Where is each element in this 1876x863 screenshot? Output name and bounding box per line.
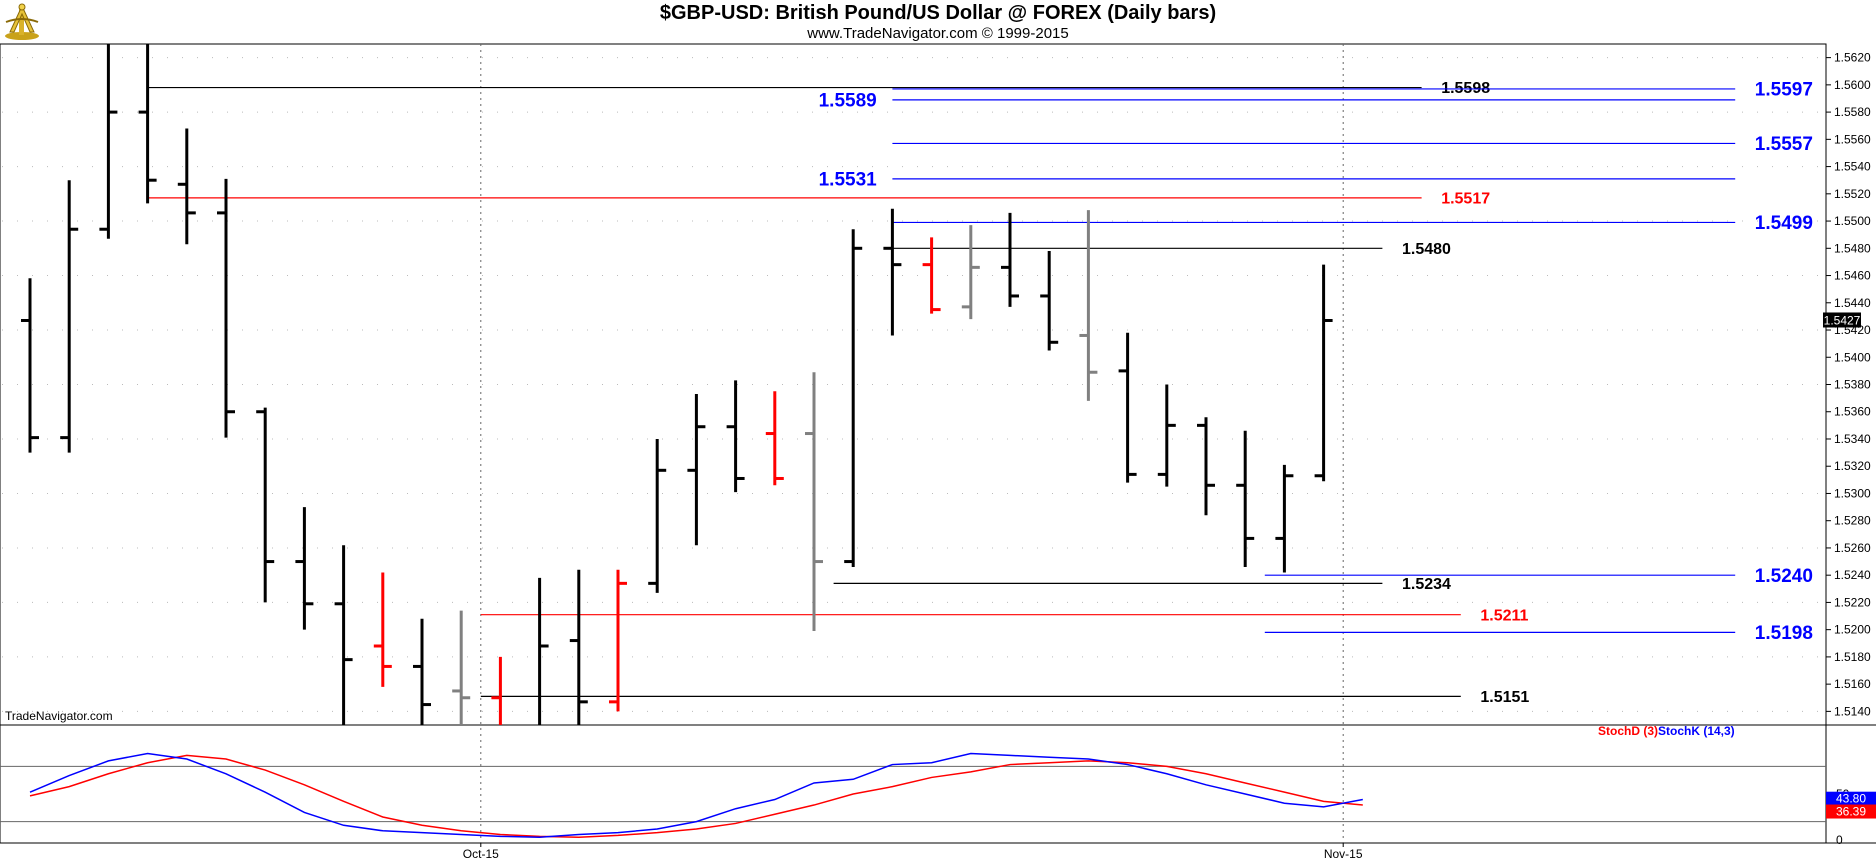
chart-title: $GBP-USD: British Pound/US Dollar @ FORE…: [659, 2, 1217, 24]
price-tick-label: 1.5180: [1834, 650, 1871, 664]
ohlc-bar: [726, 380, 745, 493]
level-label-1.5517: 1.5517: [1441, 191, 1490, 208]
ohlc-bar: [452, 610, 471, 725]
level-label-1.5480: 1.5480: [1402, 241, 1451, 258]
price-tick-label: 1.5200: [1834, 623, 1871, 637]
price-tick-label: 1.5140: [1834, 704, 1871, 718]
chart-header: $GBP-USD: British Pound/US Dollar @ FORE…: [0, 0, 1876, 44]
ohlc-bar: [961, 225, 980, 320]
stoch-series-line: [29, 754, 1363, 838]
price-tick-label: 1.5380: [1834, 378, 1871, 392]
watermark: TradeNavigator.com: [5, 709, 113, 723]
stoch-k-value-label: 43.80: [1836, 792, 1866, 806]
price-tick-label: 1.5480: [1834, 241, 1871, 255]
date-tick-label: Nov-15: [1324, 847, 1363, 861]
ohlc-bar: [922, 237, 941, 314]
ohlc-bar: [60, 180, 79, 453]
level-label-1.5198: 1.5198: [1755, 623, 1813, 644]
ohlc-bar: [256, 407, 275, 603]
stoch-d-legend: StochD (3): [1598, 724, 1658, 738]
chart-frame: [0, 43, 1876, 844]
ohlc-bar: [1314, 264, 1333, 482]
stoch-k-legend: StochK (14,3): [1658, 724, 1735, 738]
plot-border: [0, 43, 1827, 844]
ohlc-bar: [217, 178, 235, 438]
ohlc-bar: [334, 545, 353, 725]
price-bars: [21, 44, 1333, 725]
ohlc-bar: [765, 391, 784, 486]
price-tick-label: 1.5320: [1834, 459, 1871, 473]
ohlc-bar: [687, 394, 706, 546]
level-label-1.5557: 1.5557: [1755, 134, 1813, 155]
stoch-k-value-tag: 43.80: [1826, 791, 1876, 806]
level-label-1.5499: 1.5499: [1755, 213, 1813, 234]
ohlc-bar: [1118, 332, 1137, 483]
price-tick-label: 1.5620: [1834, 51, 1871, 65]
chart-subtitle: www.TradeNavigator.com © 1999-2015: [807, 25, 1069, 42]
ohlc-bar: [1001, 212, 1019, 307]
last-price-label: 1.5427: [1824, 313, 1861, 327]
stoch-k-value-box: [1826, 791, 1876, 806]
price-grid: [2, 44, 1824, 843]
ohlc-bar: [1079, 210, 1098, 401]
ohlc-bar: [609, 569, 627, 712]
ohlc-bar: [1236, 430, 1255, 568]
price-tick-label: 1.5440: [1834, 296, 1871, 310]
ohlc-bar: [21, 278, 39, 453]
price-tick-label: 1.5260: [1834, 541, 1871, 555]
last-price-tag: 1.5427: [1823, 312, 1861, 328]
price-tick-label: 1.5520: [1834, 187, 1871, 201]
price-tick-label: 1.5300: [1834, 486, 1871, 500]
date-tick-label: Oct-15: [463, 847, 499, 861]
ohlc-bar: [1157, 384, 1176, 487]
ohlc-bar: [491, 656, 502, 725]
price-tick-label: 1.5360: [1834, 405, 1871, 419]
level-label-1.5589: 1.5589: [819, 90, 877, 111]
price-tick-label: 1.5500: [1834, 214, 1871, 228]
price-tick-label: 1.5280: [1834, 514, 1871, 528]
price-tick-label: 1.5600: [1834, 78, 1871, 92]
stoch-d-value-tag: 36.39: [1826, 804, 1876, 819]
price-levels: 1.5598 1.55971.55891.55571.55311.55171.54…: [147, 80, 1813, 706]
price-tick-label: 1.5340: [1834, 432, 1871, 446]
level-label-1.5151: 1.5151: [1480, 689, 1529, 706]
ohlc-bar: [569, 569, 588, 725]
ohlc-bar: [1275, 464, 1294, 573]
ohlc-bar: [648, 438, 667, 593]
date-axis: Oct-15 Nov-15: [463, 843, 1363, 861]
price-tick-label: 1.5160: [1834, 677, 1871, 691]
price-axis: 1.5620 1.5600 1.5580 1.5560 1.5540 1.5520 1.55…: [1826, 51, 1871, 718]
ohlc-bar: [413, 618, 431, 725]
price-tick-label: 1.5580: [1834, 105, 1871, 119]
price-tick-label: 1.5400: [1834, 350, 1871, 364]
level-label-1.5531: 1.5531: [819, 169, 878, 190]
stoch-tick-label: 0: [1836, 833, 1843, 847]
level-label-1.5211: 1.5211: [1480, 607, 1528, 624]
price-tick-label: 1.5220: [1834, 595, 1871, 609]
ohlc-bar: [295, 507, 314, 630]
stoch-series-line: [29, 752, 1363, 838]
ohlc-bar: [373, 572, 392, 687]
level-label-1.5234: 1.5234: [1402, 576, 1451, 593]
ohlc-bar: [805, 372, 823, 632]
ohlc-bar: [138, 44, 157, 204]
ohlc-bar: [844, 229, 863, 568]
level-label-1.5240: 1.5240: [1755, 566, 1813, 587]
price-tick-label: 1.5560: [1834, 132, 1871, 146]
ohlc-bar: [538, 577, 549, 725]
trade-navigator-logo-icon: [2, 2, 44, 42]
ohlc-bar: [99, 44, 118, 239]
ohlc-bar: [1040, 251, 1059, 351]
price-tick-label: 1.5240: [1834, 568, 1871, 582]
price-tick-label: 1.5540: [1834, 160, 1871, 174]
stoch-d-value-box: [1826, 804, 1876, 819]
ohlc-bar: [177, 128, 196, 245]
stoch-d-value-label: 36.39: [1836, 805, 1866, 819]
price-tick-label: 1.5460: [1834, 269, 1871, 283]
ohlc-bar: [1197, 417, 1215, 516]
level-label-1.5597: 1.5597: [1755, 80, 1813, 101]
ohlc-bar: [883, 208, 902, 336]
